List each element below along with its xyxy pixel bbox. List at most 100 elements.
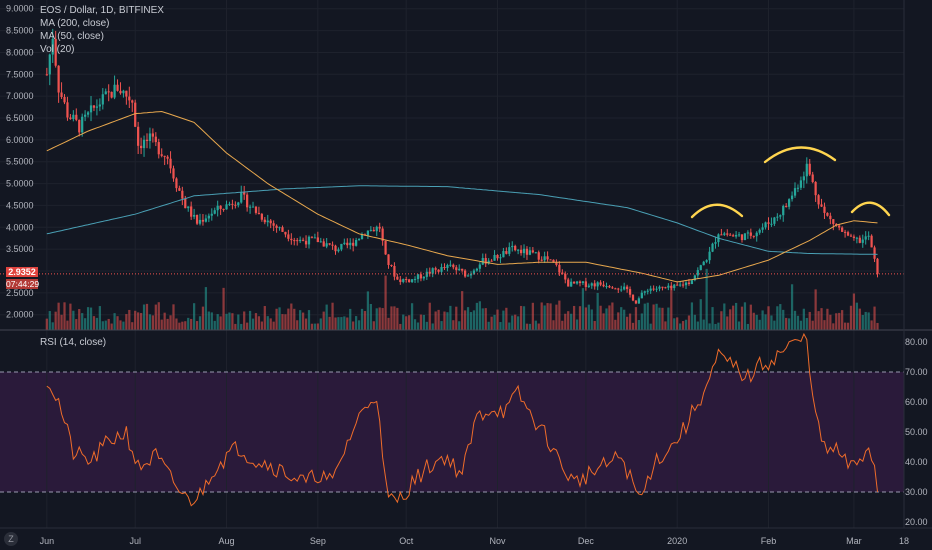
candle-body [157, 142, 160, 155]
candle-body [481, 258, 484, 265]
volume-bar [846, 322, 850, 330]
candle-body [743, 233, 747, 241]
volume-bar [696, 321, 699, 330]
volume-bar [855, 302, 858, 330]
candle-body [378, 226, 381, 229]
candle-body [304, 240, 308, 245]
candle-body [628, 289, 632, 295]
volume-bar [240, 323, 243, 330]
candle-body [846, 232, 850, 236]
candle-body [543, 256, 546, 261]
candle-body [243, 191, 246, 195]
candle-body [537, 252, 540, 260]
candle-body [213, 210, 216, 214]
candle-body [172, 168, 175, 179]
volume-bar [396, 307, 399, 330]
volume-bar [75, 319, 78, 330]
candle-body [611, 287, 614, 289]
current-price-tag: 2.9352 [6, 266, 38, 277]
candle-body [190, 206, 193, 217]
volume-bar [508, 322, 511, 330]
volume-bar [104, 320, 107, 330]
volume-bar [620, 307, 623, 330]
candle-body [384, 240, 387, 255]
volume-bar [357, 320, 361, 330]
candle-body [240, 191, 243, 203]
volume-legend[interactable]: Vol (20) [40, 44, 75, 55]
symbol-title[interactable]: EOS / Dollar, 1D, BITFINEX [40, 5, 164, 16]
volume-bar [493, 314, 496, 330]
volume-bar [525, 323, 529, 330]
candle-body [734, 234, 738, 237]
volume-bar [172, 304, 175, 330]
volume-bar [360, 308, 364, 330]
volume-bar [328, 316, 331, 330]
candle-body [634, 300, 638, 304]
ma50-legend[interactable]: MA (50, close) [40, 31, 104, 42]
price-tick-label: 4.5000 [6, 200, 34, 210]
volume-bar [475, 302, 479, 330]
price-tick-label: 9.0000 [6, 4, 34, 14]
candle-body [381, 228, 384, 241]
candle-body [708, 251, 711, 261]
candle-body [293, 240, 296, 242]
volume-bar [246, 322, 249, 330]
candle-body [69, 117, 72, 120]
volume-bar [343, 316, 346, 330]
ma200-legend[interactable]: MA (200, close) [40, 18, 110, 29]
candle-body [148, 133, 152, 141]
candle-body [487, 260, 490, 264]
candle-body [396, 276, 399, 280]
candle-body [776, 216, 779, 218]
ma200-line [46, 185, 878, 255]
volume-bar [157, 302, 160, 330]
volume-bar [570, 313, 573, 330]
candle-body [331, 244, 334, 246]
volume-bar [502, 310, 505, 330]
candle-body [166, 156, 169, 159]
candle-body [661, 286, 664, 288]
candle-body [134, 102, 137, 127]
candle-body [490, 260, 493, 262]
volume-bar [782, 309, 785, 330]
candle-body [578, 281, 582, 284]
candle-body [596, 282, 599, 287]
candle-body [369, 229, 372, 231]
candle-body [737, 234, 741, 236]
volume-bar [98, 306, 101, 330]
volume-bar [107, 318, 110, 330]
volume-bar [384, 275, 387, 330]
volume-bar [134, 310, 137, 330]
volume-bar [307, 310, 311, 330]
volume-bar [732, 305, 735, 330]
volume-bar [219, 316, 222, 330]
volume-bar [201, 306, 205, 330]
price-tick-label: 4.0000 [6, 222, 34, 232]
volume-bar [584, 307, 587, 330]
volume-bar [723, 303, 726, 330]
price-axis[interactable]: 2.00002.50003.00003.50004.00004.50005.00… [6, 4, 34, 320]
left-shoulder-arc [690, 203, 744, 219]
volume-bar [852, 293, 856, 330]
rsi-axis[interactable]: 20.00 30.00 40.00 50.00 60.00 70.00 80.00 [905, 337, 928, 527]
candle-body [528, 250, 532, 255]
zoom-button[interactable]: Z [4, 532, 18, 546]
candle-body [623, 286, 626, 290]
candle-body [86, 112, 90, 115]
candle-body [355, 240, 358, 246]
candle-body [799, 180, 803, 188]
volume-bar [148, 314, 152, 330]
volume-bar [86, 307, 90, 330]
candle-body [829, 215, 832, 220]
volume-bar [131, 322, 134, 330]
rsi-legend-title[interactable]: RSI (14, close) [40, 337, 107, 348]
volume-bar [729, 309, 732, 330]
time-axis[interactable]: Jun Jul Aug Sep Oct Nov Dec 2020 Feb Mar 18 [40, 536, 909, 546]
volume-bar [125, 314, 128, 330]
volume-bar [122, 321, 125, 330]
candle-body [696, 270, 699, 276]
candle-body [375, 226, 378, 232]
volume-bar [835, 313, 838, 330]
candle-body [773, 217, 776, 224]
